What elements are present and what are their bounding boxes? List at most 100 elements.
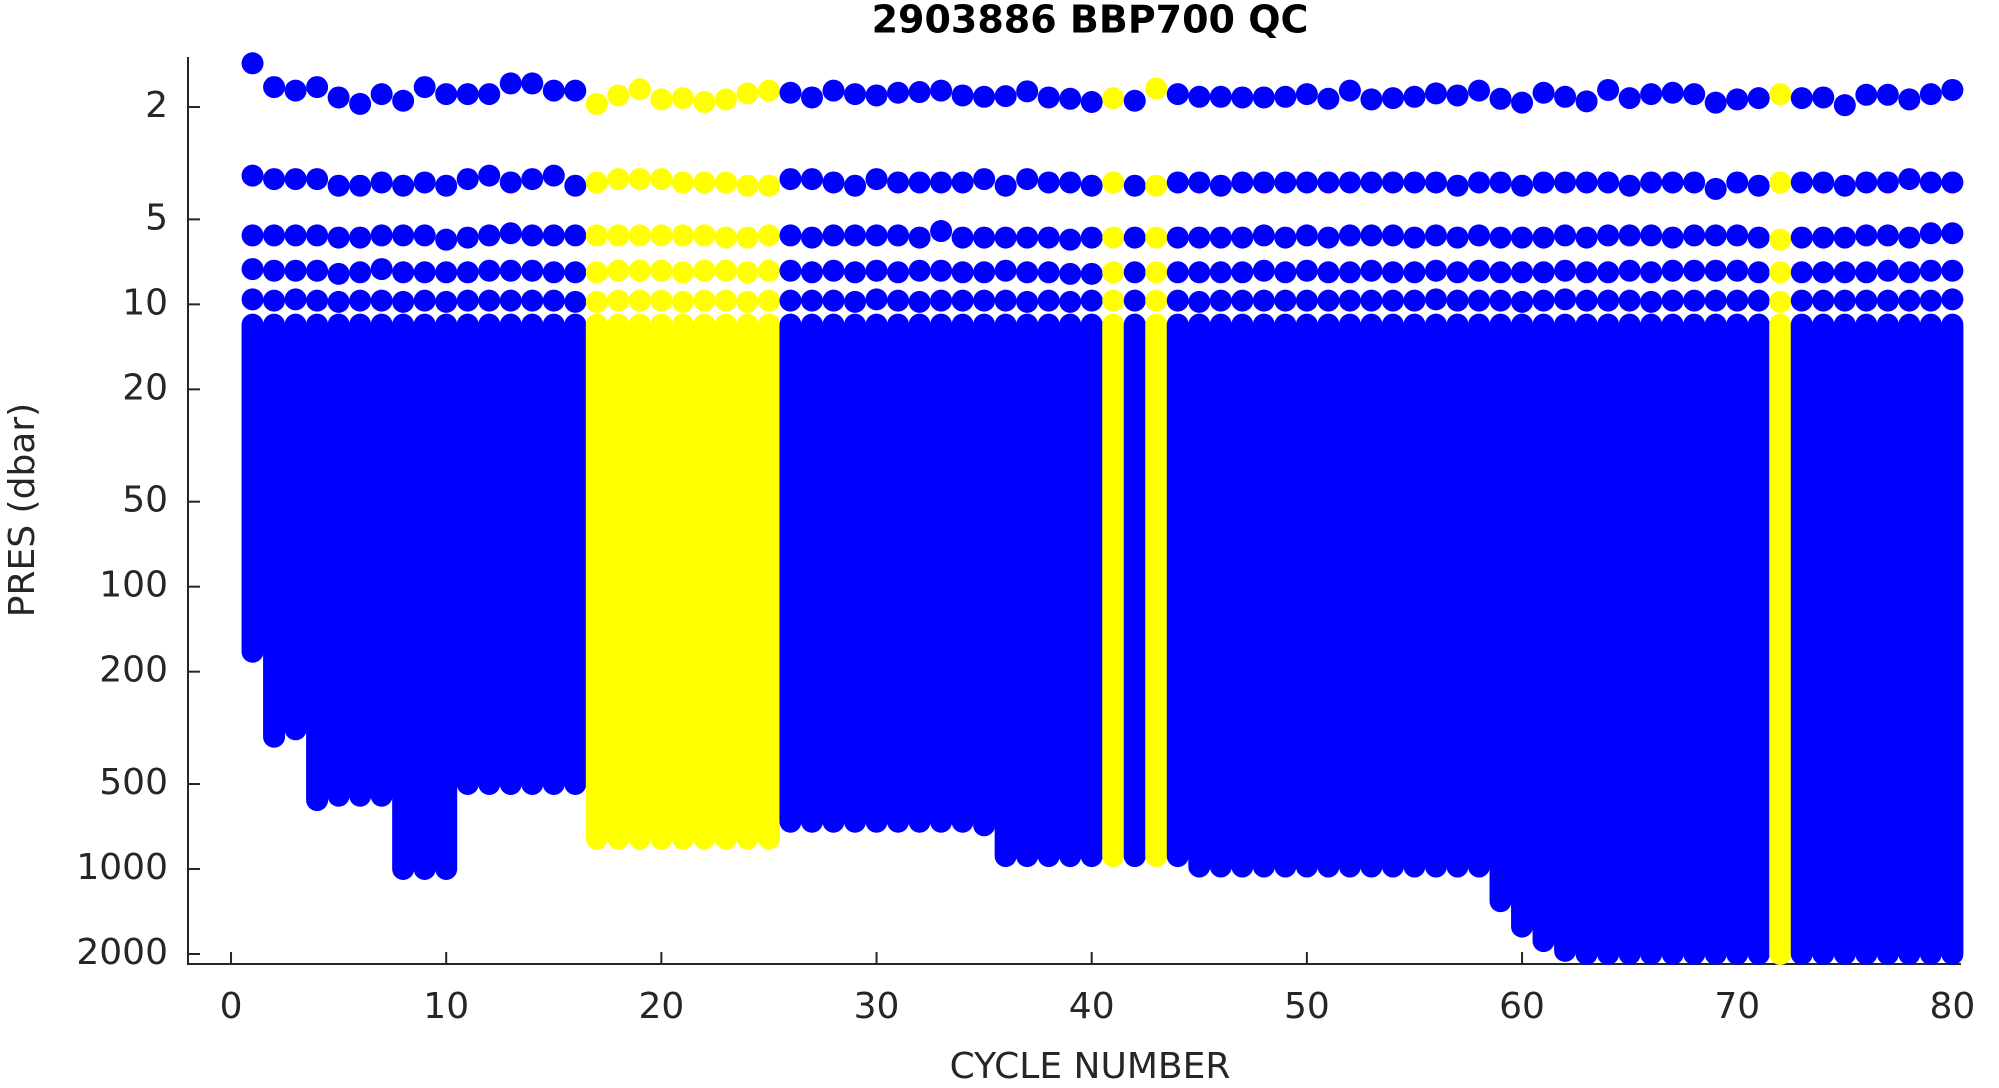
data-point (1769, 261, 1792, 284)
data-point (1424, 288, 1447, 311)
data-point (1123, 89, 1146, 112)
data-point (499, 222, 522, 245)
data-point (757, 289, 780, 312)
data-point (693, 224, 716, 247)
data-point (1231, 86, 1254, 109)
chart-title: 2903886 BBP700 QC (872, 0, 1309, 42)
data-point (1338, 171, 1361, 194)
data-point (413, 76, 436, 99)
data-point (435, 174, 458, 197)
data-point (1790, 87, 1813, 110)
data-point (392, 290, 415, 313)
data-point (1102, 289, 1125, 312)
data-point (1381, 171, 1404, 194)
data-point (779, 289, 802, 312)
x-tick-label: 70 (1714, 986, 1760, 1027)
data-point (1747, 261, 1770, 284)
data-point (263, 224, 286, 247)
y-tick-label: 100 (99, 565, 168, 606)
data-point (607, 168, 630, 191)
data-point (714, 226, 737, 249)
data-point (456, 83, 479, 106)
data-point (1188, 171, 1211, 194)
data-point (392, 89, 415, 112)
data-point (1532, 81, 1555, 104)
data-point (370, 83, 393, 106)
data-point (564, 224, 587, 247)
data-point (1704, 289, 1727, 312)
data-point (1726, 88, 1749, 111)
data-point (1381, 224, 1404, 247)
data-point (1726, 224, 1749, 247)
data-point (908, 171, 931, 194)
data-point (1468, 224, 1491, 247)
data-point (1575, 226, 1598, 249)
data-point (951, 261, 974, 284)
data-point (650, 224, 673, 247)
data-point (1532, 289, 1555, 312)
data-point (650, 168, 673, 191)
data-point (585, 92, 608, 115)
data-point (370, 258, 393, 281)
data-point (349, 226, 372, 249)
data-point (1833, 174, 1856, 197)
data-point (1468, 259, 1491, 282)
data-point (1360, 88, 1383, 111)
data-point (671, 290, 694, 313)
data-point (1424, 82, 1447, 105)
data-point (951, 226, 974, 249)
data-point (1274, 261, 1297, 284)
data-point (1145, 289, 1168, 312)
data-point (1188, 226, 1211, 249)
data-point (757, 79, 780, 102)
data-point (1016, 80, 1039, 103)
data-point (1403, 226, 1426, 249)
data-point (435, 261, 458, 284)
data-point (1274, 171, 1297, 194)
data-point (327, 262, 350, 285)
data-point (1489, 87, 1512, 110)
data-point (306, 76, 329, 99)
data-point (1338, 224, 1361, 247)
data-point (1812, 289, 1835, 312)
data-point (1575, 261, 1598, 284)
data-point (887, 289, 910, 312)
y-tick-label: 2 (145, 85, 168, 126)
data-point (994, 174, 1017, 197)
x-tick-label: 40 (1069, 986, 1115, 1027)
data-point (908, 81, 931, 104)
data-point (757, 174, 780, 197)
data-point (1166, 261, 1189, 284)
data-point (521, 259, 544, 282)
data-point (714, 259, 737, 282)
data-point (1511, 290, 1534, 313)
data-point (1037, 289, 1060, 312)
data-point (241, 288, 264, 311)
data-point (865, 168, 888, 191)
data-point (1209, 289, 1232, 312)
data-point (284, 259, 307, 282)
data-point (241, 258, 264, 281)
data-point (1295, 171, 1318, 194)
data-point (435, 290, 458, 313)
data-point (1833, 94, 1856, 117)
y-tick-label: 20 (122, 367, 168, 408)
data-point (435, 83, 458, 106)
data-point (714, 88, 737, 111)
data-point (542, 224, 565, 247)
data-point (585, 171, 608, 194)
data-point (1209, 226, 1232, 249)
data-point (478, 289, 501, 312)
y-tick-label: 10 (122, 282, 168, 323)
data-point (1037, 226, 1060, 249)
x-tick-label: 20 (638, 986, 684, 1027)
data-point (306, 289, 329, 312)
data-point (1338, 79, 1361, 102)
data-point (1102, 171, 1125, 194)
data-point (1833, 261, 1856, 284)
data-point (1360, 289, 1383, 312)
data-point (693, 171, 716, 194)
data-point (844, 224, 867, 247)
data-point (628, 224, 651, 247)
